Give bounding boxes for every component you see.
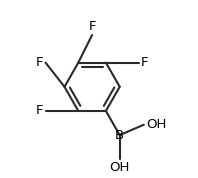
- Text: F: F: [36, 104, 43, 117]
- Text: F: F: [140, 56, 148, 69]
- Text: OH: OH: [146, 118, 166, 131]
- Text: B: B: [115, 129, 124, 142]
- Text: F: F: [88, 20, 96, 33]
- Text: OH: OH: [109, 161, 130, 174]
- Text: F: F: [36, 56, 43, 69]
